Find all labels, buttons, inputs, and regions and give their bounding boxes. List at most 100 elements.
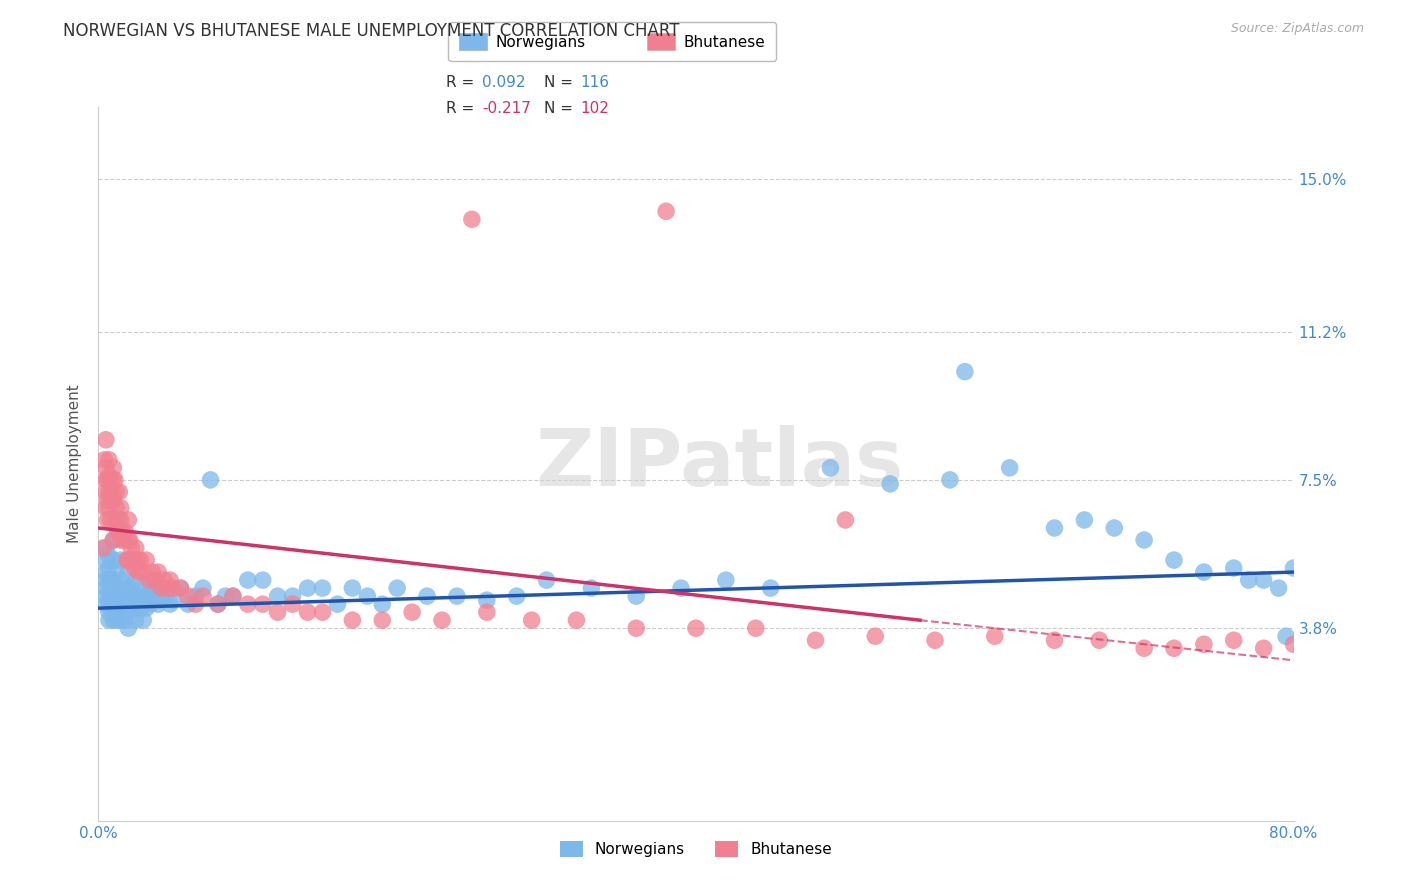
Bhutanese <box>118 533 141 547</box>
Norwegians <box>139 597 162 611</box>
Bhutanese <box>93 453 115 467</box>
Bhutanese <box>112 533 135 547</box>
Bhutanese <box>107 513 129 527</box>
Norwegians <box>536 573 558 587</box>
Bhutanese <box>110 513 132 527</box>
Norwegians <box>759 581 782 595</box>
Norwegians <box>998 460 1021 475</box>
Bhutanese <box>97 453 120 467</box>
Norwegians <box>252 573 274 587</box>
Text: R =: R = <box>446 75 479 89</box>
Bhutanese <box>565 613 588 627</box>
Norwegians <box>117 605 139 619</box>
Bhutanese <box>520 613 543 627</box>
Bhutanese <box>94 500 117 515</box>
Bhutanese <box>94 473 117 487</box>
Norwegians <box>103 573 125 587</box>
Norwegians <box>326 597 349 611</box>
Bhutanese <box>96 473 118 487</box>
Text: 116: 116 <box>581 75 610 89</box>
Norwegians <box>356 589 378 603</box>
Norwegians <box>236 573 259 587</box>
Bhutanese <box>91 541 114 555</box>
Norwegians <box>200 473 222 487</box>
Norwegians <box>94 589 117 603</box>
Norwegians <box>475 593 498 607</box>
Norwegians <box>342 581 364 595</box>
Norwegians <box>110 613 132 627</box>
Norwegians <box>506 589 529 603</box>
Norwegians <box>97 561 120 575</box>
Norwegians <box>416 589 439 603</box>
Bhutanese <box>924 633 946 648</box>
Norwegians <box>1237 573 1260 587</box>
Text: ZIPatlas: ZIPatlas <box>536 425 904 503</box>
Norwegians <box>1253 573 1275 587</box>
Bhutanese <box>1192 637 1215 651</box>
Norwegians <box>97 597 120 611</box>
Bhutanese <box>110 500 132 515</box>
Bhutanese <box>148 565 170 579</box>
Text: R =: R = <box>446 102 479 116</box>
Norwegians <box>177 597 200 611</box>
Bhutanese <box>97 484 120 499</box>
Norwegians <box>98 573 122 587</box>
Bhutanese <box>104 473 127 487</box>
Norwegians <box>135 589 157 603</box>
Bhutanese <box>267 605 290 619</box>
Bhutanese <box>311 605 333 619</box>
Norwegians <box>222 589 245 603</box>
Bhutanese <box>153 573 176 587</box>
Norwegians <box>139 581 162 595</box>
Norwegians <box>191 581 214 595</box>
Norwegians <box>132 613 155 627</box>
Norwegians <box>135 601 157 615</box>
Norwegians <box>150 593 173 607</box>
Y-axis label: Male Unemployment: Male Unemployment <box>67 384 83 543</box>
Norwegians <box>120 581 142 595</box>
Bhutanese <box>655 204 678 219</box>
Bhutanese <box>207 597 229 611</box>
Norwegians <box>132 593 155 607</box>
Bhutanese <box>94 484 117 499</box>
Norwegians <box>94 573 117 587</box>
Text: 0.092: 0.092 <box>482 75 526 89</box>
Bhutanese <box>129 553 152 567</box>
Bhutanese <box>156 581 179 595</box>
Bhutanese <box>103 473 125 487</box>
Norwegians <box>939 473 962 487</box>
Bhutanese <box>103 533 125 547</box>
Norwegians <box>446 589 468 603</box>
Bhutanese <box>117 553 139 567</box>
Norwegians <box>125 613 148 627</box>
Bhutanese <box>745 621 768 635</box>
Bhutanese <box>475 605 498 619</box>
Bhutanese <box>97 468 120 483</box>
Norwegians <box>1073 513 1095 527</box>
Bhutanese <box>132 565 155 579</box>
Norwegians <box>1223 561 1246 575</box>
Norwegians <box>117 581 139 595</box>
Bhutanese <box>1133 641 1156 656</box>
Text: N =: N = <box>544 75 578 89</box>
Bhutanese <box>103 513 125 527</box>
Bhutanese <box>222 589 245 603</box>
Bhutanese <box>138 573 160 587</box>
Norwegians <box>281 589 304 603</box>
Bhutanese <box>150 581 173 595</box>
Bhutanese <box>117 533 139 547</box>
Text: Source: ZipAtlas.com: Source: ZipAtlas.com <box>1230 22 1364 36</box>
Norwegians <box>105 597 128 611</box>
Norwegians <box>103 613 125 627</box>
Bhutanese <box>108 484 131 499</box>
Bhutanese <box>865 629 887 643</box>
Bhutanese <box>135 553 157 567</box>
Bhutanese <box>626 621 648 635</box>
Bhutanese <box>169 581 191 595</box>
Text: N =: N = <box>544 102 578 116</box>
Norwegians <box>128 589 150 603</box>
Bhutanese <box>96 492 118 507</box>
Bhutanese <box>111 524 134 539</box>
Norwegians <box>155 589 177 603</box>
Norwegians <box>97 573 120 587</box>
